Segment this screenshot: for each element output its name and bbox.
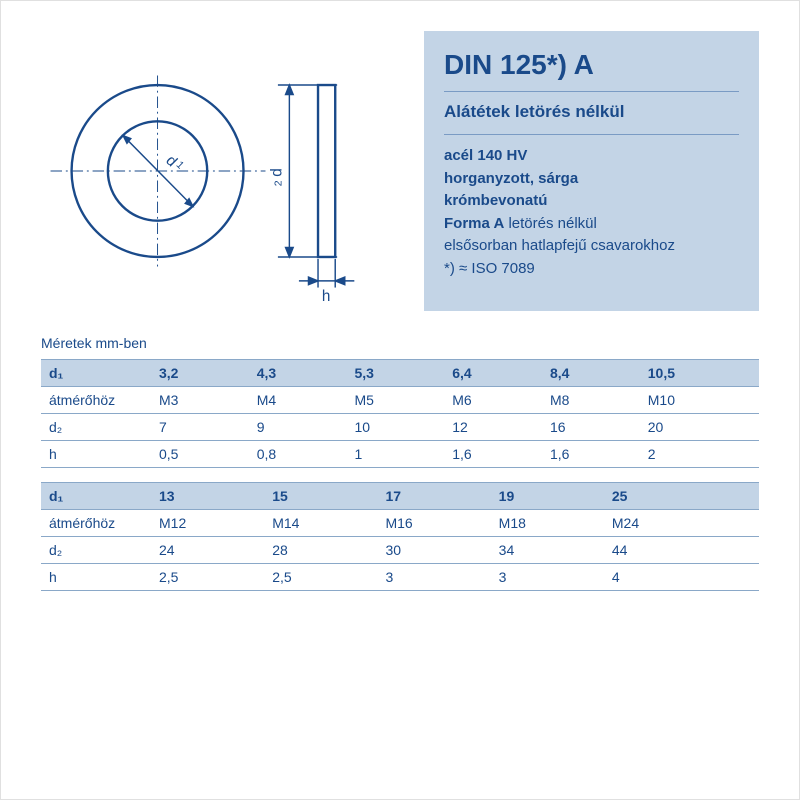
standard-title: DIN 125*) A — [444, 49, 739, 81]
top-section: d 1 d 2 h — [1, 1, 799, 331]
th: 25 — [604, 483, 717, 510]
th: 15 — [264, 483, 377, 510]
td: 44 — [604, 537, 717, 564]
divider — [444, 134, 739, 135]
td: 24 — [151, 537, 264, 564]
info-body: acél 140 HV horganyzott, sárga krómbevon… — [444, 145, 739, 280]
table-row: d₂ 24 28 30 34 44 — [41, 537, 759, 564]
td: M6 — [444, 387, 542, 414]
dimensions-label: Méretek mm-ben — [1, 331, 799, 359]
td: 9 — [249, 414, 347, 441]
td: 1,6 — [444, 441, 542, 468]
th: 17 — [377, 483, 490, 510]
td: 3 — [491, 564, 604, 591]
divider — [444, 91, 739, 92]
table-row: h 2,5 2,5 3 3 4 — [41, 564, 759, 591]
col-d1: d₁ — [41, 483, 151, 510]
svg-text:h: h — [322, 288, 331, 305]
dimensions-table-1: d₁ 3,2 4,3 5,3 6,4 8,4 10,5 átmérőhöz M3… — [41, 359, 759, 468]
td — [717, 564, 759, 591]
th: 8,4 — [542, 360, 640, 387]
form-desc: letörés nélkül — [504, 215, 597, 232]
standard-subtitle: Alátétek letörés nélkül — [444, 102, 739, 122]
td: M3 — [151, 387, 249, 414]
td: 2 — [640, 441, 759, 468]
td: 2,5 — [264, 564, 377, 591]
washer-diagram: d 1 d 2 h — [41, 31, 404, 311]
td: 7 — [151, 414, 249, 441]
table-row: átmérőhöz M12 M14 M16 M18 M24 — [41, 510, 759, 537]
material-line: acél 140 HV — [444, 147, 527, 164]
th: 13 — [151, 483, 264, 510]
td: M5 — [347, 387, 445, 414]
row-atm: átmérőhöz — [41, 387, 151, 414]
td: M4 — [249, 387, 347, 414]
svg-text:d: d — [269, 168, 286, 177]
row-h: h — [41, 441, 151, 468]
td: M24 — [604, 510, 717, 537]
td: 4 — [604, 564, 717, 591]
svg-text:2: 2 — [273, 180, 285, 186]
th: 4,3 — [249, 360, 347, 387]
finish-line-2: krómbevonatú — [444, 192, 547, 209]
finish-line-1: horganyzott, sárga — [444, 170, 578, 187]
th: 3,2 — [151, 360, 249, 387]
th: 19 — [491, 483, 604, 510]
table-row: átmérőhöz M3 M4 M5 M6 M8 M10 — [41, 387, 759, 414]
td — [717, 510, 759, 537]
td: M10 — [640, 387, 759, 414]
td: 34 — [491, 537, 604, 564]
row-d2: d₂ — [41, 414, 151, 441]
th: 10,5 — [640, 360, 759, 387]
info-panel: DIN 125*) A Alátétek letörés nélkül acél… — [424, 31, 759, 311]
table-header-row: d₁ 3,2 4,3 5,3 6,4 8,4 10,5 — [41, 360, 759, 387]
td: M16 — [377, 510, 490, 537]
form-label: Forma A — [444, 215, 504, 232]
td: 1,6 — [542, 441, 640, 468]
td: M18 — [491, 510, 604, 537]
row-h: h — [41, 564, 151, 591]
col-d1: d₁ — [41, 360, 151, 387]
td: 28 — [264, 537, 377, 564]
table-row: h 0,5 0,8 1 1,6 1,6 2 — [41, 441, 759, 468]
td: 0,8 — [249, 441, 347, 468]
td: 20 — [640, 414, 759, 441]
iso-line: *) ≈ ISO 7089 — [444, 258, 739, 281]
table-header-row: d₁ 13 15 17 19 25 — [41, 483, 759, 510]
td: 12 — [444, 414, 542, 441]
td: 2,5 — [151, 564, 264, 591]
td: 3 — [377, 564, 490, 591]
dimensions-table-2: d₁ 13 15 17 19 25 átmérőhöz M12 M14 M16 … — [41, 482, 759, 591]
td: 10 — [347, 414, 445, 441]
td: 1 — [347, 441, 445, 468]
td: 0,5 — [151, 441, 249, 468]
td: 16 — [542, 414, 640, 441]
th: 5,3 — [347, 360, 445, 387]
td: 30 — [377, 537, 490, 564]
row-atm: átmérőhöz — [41, 510, 151, 537]
th — [717, 483, 759, 510]
td: M12 — [151, 510, 264, 537]
row-d2: d₂ — [41, 537, 151, 564]
td — [717, 537, 759, 564]
table-row: d₂ 7 9 10 12 16 20 — [41, 414, 759, 441]
th: 6,4 — [444, 360, 542, 387]
td: M8 — [542, 387, 640, 414]
usage-line: elsősorban hatlapfejű csavarokhoz — [444, 235, 739, 258]
td: M14 — [264, 510, 377, 537]
